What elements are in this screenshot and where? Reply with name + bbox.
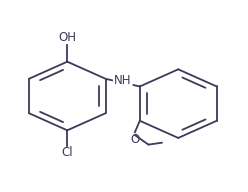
Text: O: O [130,133,140,146]
Text: OH: OH [58,31,76,44]
Text: NH: NH [114,74,131,87]
Text: Cl: Cl [62,146,73,159]
